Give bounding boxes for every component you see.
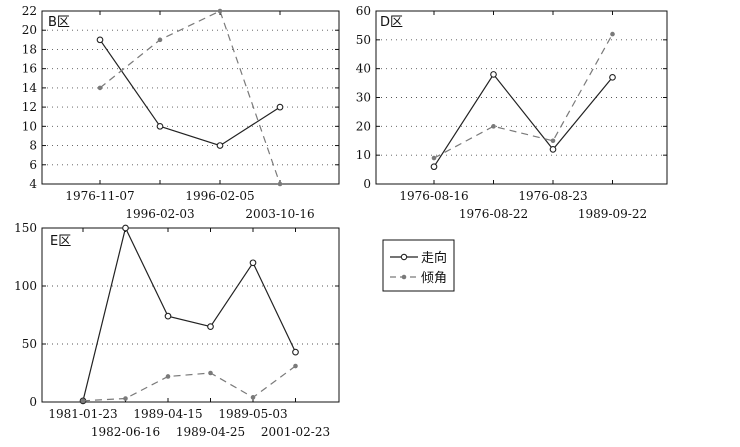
y-tick-label-b-7: 18 — [22, 42, 37, 56]
data-point-e-dip-3 — [208, 370, 213, 376]
series-line-d-dip — [433, 33, 614, 159]
legend-label-strike: 走向 — [421, 250, 447, 266]
series-line-b-strike — [99, 39, 281, 147]
y-tick-label-b-0: 4 — [29, 177, 37, 191]
legend-box — [382, 239, 455, 292]
plot-frame-d — [375, 10, 668, 185]
data-point-e-strike-5 — [292, 348, 299, 356]
data-point-e-dip-4 — [250, 395, 256, 400]
chart-panel-e: 0 50 100 150 1981-01-23 1982-06-16 1989-04-15 1… — [14, 221, 340, 439]
chart-panel-b: 4 6 8 10 12 14 16 18 20 22 1976-11-07 1996-02-03 199… — [22, 4, 340, 221]
data-point-d-dip-2 — [550, 138, 556, 144]
data-point-b-strike-2 — [216, 142, 224, 149]
series-line-e-strike — [82, 226, 297, 401]
data-point-e-strike-2 — [164, 312, 172, 320]
x-tick-label-e-2: 1989-04-15 — [133, 407, 202, 421]
data-point-b-dip-2 — [217, 8, 223, 14]
data-point-b-dip-0 — [97, 85, 103, 91]
data-point-b-strike-0 — [96, 36, 104, 44]
plot-frame-e — [41, 227, 340, 403]
x-tick-label-e-4: 1989-05-03 — [218, 407, 287, 421]
data-point-e-strike-3 — [207, 323, 214, 330]
data-point-d-strike-2 — [549, 146, 557, 153]
y-tick-label-b-4: 12 — [22, 100, 37, 114]
y-tick-label-d-2: 20 — [356, 119, 371, 133]
y-tick-label-d-6: 60 — [356, 4, 371, 18]
y-tick-label-b-9: 22 — [22, 4, 37, 18]
data-point-e-dip-5 — [293, 363, 298, 369]
y-tick-label-d-3: 30 — [356, 91, 371, 105]
x-tick-label-d-0: 1976-08-16 — [399, 189, 468, 203]
data-point-e-strike-4 — [249, 259, 257, 267]
data-point-d-dip-0 — [431, 155, 437, 161]
y-tick-label-b-2: 8 — [29, 139, 37, 153]
panel-title-e: E区 — [50, 234, 71, 249]
x-tick-label-e-5: 2001-02-23 — [261, 425, 330, 439]
legend-marker-strike — [400, 253, 408, 261]
x-tick-label-b-2: 1996-02-05 — [185, 189, 254, 203]
legend-label-dip: 倾角 — [421, 271, 447, 286]
data-point-e-dip-2 — [165, 374, 171, 379]
data-point-e-dip-0 — [80, 398, 86, 404]
y-tick-label-b-1: 6 — [29, 158, 37, 172]
y-tick-label-b-8: 20 — [22, 23, 37, 37]
x-tick-label-e-3: 1989-04-25 — [176, 425, 245, 439]
series-line-b-dip — [99, 10, 281, 185]
x-tick-label-e-1: 1982-06-16 — [91, 425, 160, 439]
data-point-d-strike-1 — [490, 71, 497, 78]
y-tick-label-e-2: 100 — [14, 279, 37, 293]
x-tick-label-d-3: 1989-09-22 — [578, 207, 647, 221]
y-tick-label-b-5: 14 — [22, 81, 38, 95]
x-tick-label-b-3: 2003-10-16 — [245, 207, 314, 221]
y-tick-label-d-1: 10 — [356, 148, 371, 162]
y-tick-label-e-3: 150 — [14, 221, 37, 235]
x-tick-label-e-0: 1981-01-23 — [48, 407, 117, 421]
legend: 走向 倾角 — [382, 239, 455, 292]
data-point-d-dip-1 — [491, 124, 496, 129]
data-point-d-strike-3 — [609, 73, 616, 81]
plot-frame-b — [41, 10, 340, 185]
data-point-e-dip-1 — [123, 396, 128, 401]
panel-title-d: D区 — [380, 15, 403, 30]
x-tick-label-b-1: 1996-02-03 — [125, 207, 194, 221]
y-tick-label-b-3: 10 — [22, 119, 37, 133]
x-tick-label-d-2: 1976-08-23 — [518, 189, 587, 203]
data-point-b-strike-3 — [276, 103, 284, 111]
chart-panel-d: 0 10 20 30 40 50 60 1976-08-16 1976-08-22 1976-08… — [356, 4, 668, 221]
y-tick-label-d-0: 0 — [363, 177, 371, 191]
y-tick-label-d-4: 40 — [356, 62, 371, 76]
data-point-d-dip-3 — [610, 31, 615, 37]
y-tick-label-e-1: 50 — [22, 337, 37, 351]
data-point-b-dip-1 — [157, 37, 163, 43]
legend-marker-dip — [401, 274, 407, 280]
y-tick-label-b-6: 16 — [22, 62, 37, 76]
data-point-d-strike-0 — [430, 163, 438, 171]
x-tick-label-d-1: 1976-08-22 — [459, 207, 528, 221]
data-point-b-strike-1 — [156, 122, 164, 130]
x-tick-label-b-0: 1976-11-07 — [65, 189, 134, 203]
panel-title-b: B区 — [48, 15, 70, 30]
y-tick-label-e-0: 0 — [29, 395, 37, 409]
series-line-d-strike — [433, 73, 613, 168]
series-line-e-dip — [82, 365, 296, 402]
data-point-e-strike-1 — [122, 224, 129, 232]
data-point-b-dip-3 — [277, 181, 283, 187]
y-tick-label-d-5: 50 — [356, 33, 371, 47]
